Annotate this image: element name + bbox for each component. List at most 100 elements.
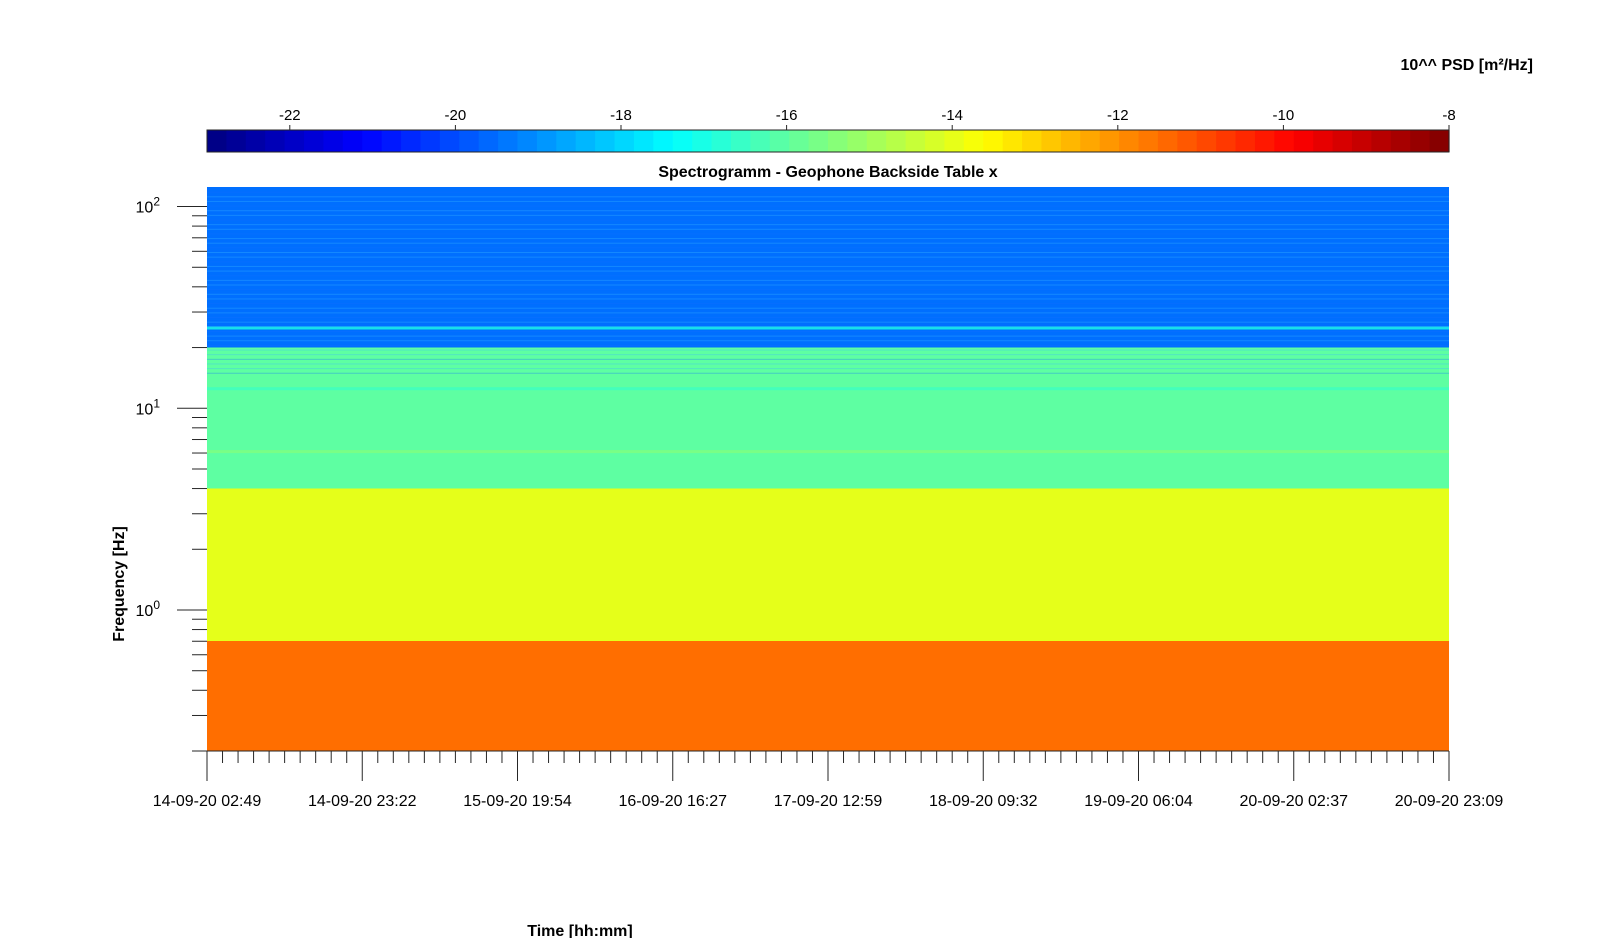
- colorbar-swatch: [304, 130, 325, 152]
- x-tick-label: 20-09-20 23:09: [1395, 793, 1504, 810]
- colorbar-swatch: [886, 130, 907, 152]
- colorbar-tick-label: -10: [1273, 107, 1295, 124]
- texture-striation: [207, 330, 1449, 332]
- texture-striation: [207, 354, 1449, 356]
- y-tick-label: 100: [136, 598, 161, 620]
- colorbar-swatch: [963, 130, 984, 152]
- colorbar-swatch: [653, 130, 674, 152]
- colorbar-swatch: [517, 130, 538, 152]
- colorbar-swatch: [1080, 130, 1101, 152]
- y-axis-label: Frequency [Hz]: [111, 526, 128, 642]
- colorbar-swatch: [633, 130, 654, 152]
- texture-striation: [207, 252, 1449, 254]
- colorbar-swatch: [750, 130, 771, 152]
- texture-striation: [207, 275, 1449, 277]
- y-tick-label: 102: [136, 195, 161, 217]
- colorbar-swatch: [828, 130, 849, 152]
- colorbar-ticks: -22 -20 -18 -16 -14 -12 -10 -8: [279, 107, 1456, 130]
- spectrogram-background: [207, 187, 1449, 751]
- texture-striation: [207, 368, 1449, 370]
- x-tick-label: 19-09-20 06:04: [1084, 793, 1193, 810]
- x-axis-label: Time [hh:mm]: [527, 923, 632, 938]
- texture-striation: [207, 224, 1449, 226]
- colorbar-swatch: [401, 130, 422, 152]
- texture-striation: [207, 335, 1449, 337]
- x-tick-label: 15-09-20 19:54: [463, 793, 572, 810]
- texture-striation: [207, 340, 1449, 342]
- texture-striation: [207, 210, 1449, 212]
- spectral-line: [207, 450, 1449, 454]
- texture-striation: [207, 321, 1449, 323]
- texture-striation: [207, 228, 1449, 230]
- colorbar-label: 10^^ PSD [m²/Hz]: [1401, 57, 1533, 74]
- colorbar-swatch: [439, 130, 460, 152]
- texture-striation: [207, 279, 1449, 281]
- colorbar-swatch: [1390, 130, 1411, 152]
- colorbar-swatch: [1216, 130, 1237, 152]
- x-axis: 14-09-20 02:49 14-09-20 23:22 15-09-20 19:…: [153, 750, 1504, 810]
- colorbar-swatch: [672, 130, 693, 152]
- texture-striation: [207, 372, 1449, 374]
- colorbar-tick-label: -22: [279, 107, 301, 124]
- colorbar-swatch: [1138, 130, 1159, 152]
- colorbar-swatch: [1429, 130, 1450, 152]
- colorbar-swatch: [207, 130, 228, 152]
- texture-striation: [207, 298, 1449, 300]
- colorbar-swatch: [808, 130, 829, 152]
- colorbar-swatch: [1196, 130, 1217, 152]
- colorbar-swatch: [245, 130, 266, 152]
- colorbar-swatch: [1060, 130, 1081, 152]
- texture-striation: [207, 196, 1449, 198]
- texture-striation: [207, 358, 1449, 360]
- colorbar-swatch: [1177, 130, 1198, 152]
- colorbar-swatch: [1274, 130, 1295, 152]
- colorbar-swatch: [944, 130, 965, 152]
- colorbar-swatch: [692, 130, 713, 152]
- colorbar-swatch: [1099, 130, 1120, 152]
- colorbar-swatch: [226, 130, 247, 152]
- texture-striation: [207, 219, 1449, 221]
- colorbar-swatch: [1235, 130, 1256, 152]
- colorbar-swatch: [1293, 130, 1314, 152]
- colorbar-swatch: [323, 130, 344, 152]
- colorbar-swatch: [556, 130, 577, 152]
- x-tick-label: 14-09-20 23:22: [308, 793, 417, 810]
- y-axis: 100 101 102: [136, 195, 207, 752]
- colorbar-swatch: [420, 130, 441, 152]
- colorbar-swatch: [730, 130, 751, 152]
- colorbar-swatch: [983, 130, 1004, 152]
- colorbar-swatch: [1410, 130, 1431, 152]
- spectrogram-features: [207, 191, 1449, 454]
- colorbar-swatch: [381, 130, 402, 152]
- texture-striation: [207, 242, 1449, 244]
- colorbar-tick-label: -8: [1442, 107, 1455, 124]
- colorbar-tick-label: -18: [610, 107, 632, 124]
- colorbar-swatch: [265, 130, 286, 152]
- colorbar-swatch: [362, 130, 383, 152]
- colorbar-tick-label: -12: [1107, 107, 1129, 124]
- colorbar-swatch: [847, 130, 868, 152]
- texture-striation: [207, 214, 1449, 216]
- colorbar-tick-label: -16: [776, 107, 798, 124]
- colorbar: [207, 130, 1450, 152]
- colorbar-swatch: [342, 130, 363, 152]
- colorbar-swatch: [711, 130, 732, 152]
- colorbar-swatch: [1157, 130, 1178, 152]
- texture-striation: [207, 270, 1449, 272]
- colorbar-swatch: [1041, 130, 1062, 152]
- x-tick-label: 17-09-20 12:59: [774, 793, 883, 810]
- colorbar-tick-label: -20: [445, 107, 467, 124]
- colorbar-swatch: [1351, 130, 1372, 152]
- colorbar-swatch: [1313, 130, 1334, 152]
- texture-striation: [207, 191, 1449, 193]
- texture-striation: [207, 344, 1449, 346]
- colorbar-swatch: [1371, 130, 1392, 152]
- texture-striation: [207, 261, 1449, 263]
- x-tick-label: 16-09-20 16:27: [618, 793, 727, 810]
- texture-striation: [207, 363, 1449, 365]
- x-tick-label: 18-09-20 09:32: [929, 793, 1038, 810]
- texture-striation: [207, 289, 1449, 291]
- colorbar-swatch: [284, 130, 305, 152]
- texture-striation: [207, 238, 1449, 240]
- texture-striation: [207, 256, 1449, 258]
